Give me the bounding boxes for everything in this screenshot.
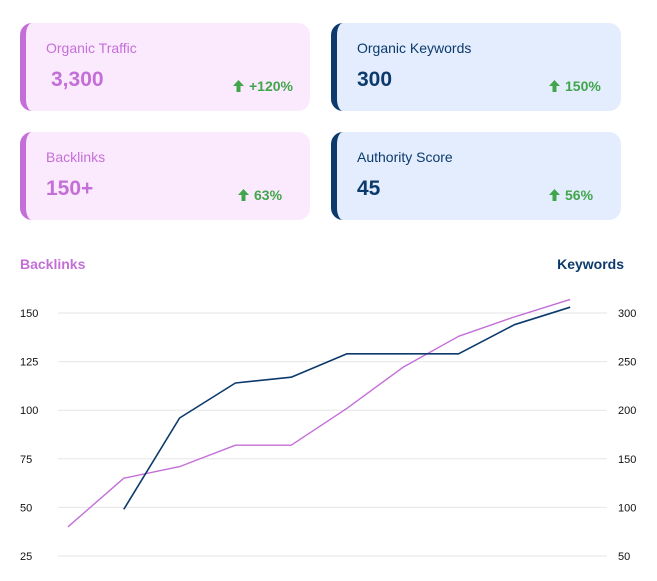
card-value: 150+ — [46, 177, 94, 200]
card-change: 63% — [238, 187, 282, 203]
card-change-value: 63% — [254, 187, 283, 203]
card-change: 150% — [549, 78, 601, 94]
organic-traffic-card: Organic Traffic 3,300 +120% — [20, 23, 310, 111]
left-tick-label: 50 — [20, 502, 32, 514]
right-tick-label: 250 — [618, 357, 636, 369]
card-label: Organic Keywords — [357, 40, 472, 56]
card-value: 45 — [357, 177, 381, 200]
authority-score-card: Authority Score 45 56% — [331, 132, 621, 220]
left-tick-label: 150 — [20, 308, 38, 320]
left-axis-title: Backlinks — [20, 256, 86, 272]
series-line-keywords — [123, 306, 571, 510]
left-tick-label: 75 — [20, 454, 32, 466]
right-tick-label: 50 — [618, 551, 630, 563]
left-tick-label: 125 — [20, 357, 38, 369]
card-change-value: +120% — [249, 78, 293, 94]
right-axis-title: Keywords — [557, 256, 624, 272]
organic-keywords-card: Organic Keywords 300 150% — [331, 23, 621, 111]
right-tick-label: 100 — [618, 502, 636, 514]
right-tick-label: 150 — [618, 454, 636, 466]
left-tick-label: 25 — [20, 551, 32, 563]
card-label: Authority Score — [357, 149, 453, 165]
tick-labels: 150 125 100 75 50 25 300 250 200 150 100 50 — [20, 308, 636, 563]
card-value: 300 — [357, 68, 393, 91]
card-change: +120% — [233, 78, 293, 94]
card-change-value: 150% — [565, 78, 601, 94]
card-label: Organic Traffic — [46, 40, 137, 56]
arrow-up-icon — [549, 80, 560, 92]
arrow-up-icon — [238, 189, 249, 201]
left-tick-label: 100 — [20, 405, 38, 417]
card-change: 56% — [549, 187, 593, 203]
arrow-up-icon — [549, 189, 560, 201]
series — [67, 298, 571, 528]
arrow-up-icon — [233, 80, 244, 92]
right-tick-label: 300 — [618, 308, 636, 320]
series-line-backlinks — [67, 298, 571, 528]
card-change-value: 56% — [565, 187, 594, 203]
backlinks-card: Backlinks 150+ 63% — [20, 132, 310, 220]
grid — [58, 312, 607, 557]
right-tick-label: 200 — [618, 405, 636, 417]
card-label: Backlinks — [46, 149, 106, 165]
card-value: 3,300 — [51, 68, 104, 91]
